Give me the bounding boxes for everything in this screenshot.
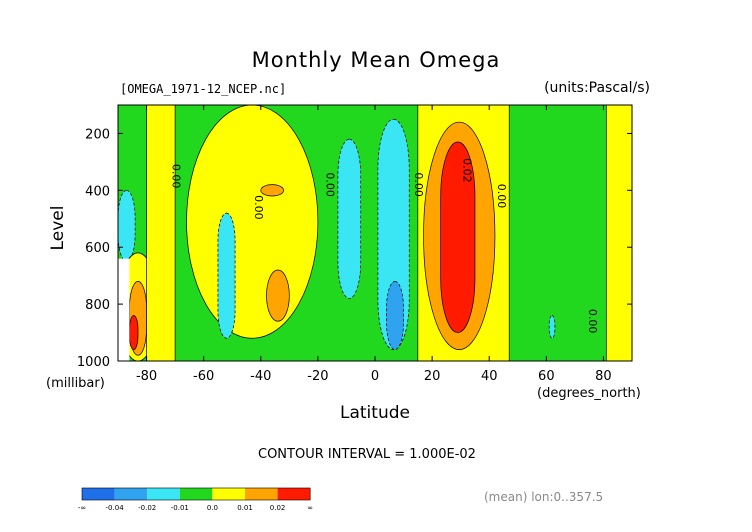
contour-region-8 bbox=[266, 269, 290, 322]
x-tick-label: 20 bbox=[424, 369, 441, 384]
contour-value-label: 0.00 bbox=[412, 172, 425, 197]
contour-region-17 bbox=[548, 315, 556, 339]
contour-region-16 bbox=[605, 104, 633, 362]
contour-region-15 bbox=[440, 141, 476, 333]
x-axis-unit: (degrees_north) bbox=[537, 386, 641, 401]
contour-region-12 bbox=[386, 281, 404, 350]
x-tick-label: 60 bbox=[538, 369, 555, 384]
legend-swatch bbox=[147, 488, 180, 500]
contour-value-label: 0.00 bbox=[586, 309, 599, 334]
missing-data-patch bbox=[118, 258, 130, 361]
legend-label: -0.01 bbox=[171, 504, 189, 512]
contour-value-label: 0.00 bbox=[252, 195, 265, 220]
contour-region-9 bbox=[217, 212, 236, 339]
legend-swatch bbox=[245, 488, 278, 500]
legend-label: 0.02 bbox=[270, 504, 286, 512]
y-axis-unit: (millibar) bbox=[46, 376, 105, 391]
legend-label: -0.04 bbox=[106, 504, 125, 512]
legend-swatch bbox=[114, 488, 148, 500]
contour-region-5 bbox=[146, 104, 176, 362]
x-tick-label: 0 bbox=[371, 369, 379, 384]
x-axis-label: Latitude bbox=[340, 403, 410, 423]
contour-value-label: 0.00 bbox=[323, 172, 336, 197]
contour-region-4 bbox=[129, 315, 139, 350]
legend-label: 0.01 bbox=[237, 504, 253, 512]
contour-value-label: 0.00 bbox=[495, 184, 508, 209]
y-tick-label: 600 bbox=[85, 241, 110, 256]
legend-swatch bbox=[82, 488, 115, 500]
y-tick-label: 1000 bbox=[77, 355, 110, 370]
y-tick-label: 400 bbox=[85, 184, 110, 199]
legend-label: 0.0 bbox=[207, 504, 218, 512]
legend-swatch bbox=[212, 488, 245, 500]
units-label: (units:Pascal/s) bbox=[544, 80, 650, 96]
contour-region-1 bbox=[117, 189, 136, 262]
contour-value-label: 0.02 bbox=[461, 158, 474, 183]
x-tick-label: -40 bbox=[250, 369, 271, 384]
legend-label: -∞ bbox=[78, 504, 86, 512]
x-tick-label: 40 bbox=[481, 369, 498, 384]
x-tick-label: -20 bbox=[307, 369, 328, 384]
x-tick-label: -80 bbox=[136, 369, 157, 384]
contour-interval-label: CONTOUR INTERVAL = 1.000E-02 bbox=[258, 447, 476, 462]
mean-longitude-label: (mean) lon:0..357.5 bbox=[484, 490, 604, 504]
x-tick-label: -60 bbox=[193, 369, 214, 384]
legend-label: -0.02 bbox=[138, 504, 156, 512]
legend-swatch bbox=[277, 488, 311, 500]
y-tick-label: 200 bbox=[85, 127, 110, 142]
contour-region-10 bbox=[337, 138, 362, 299]
legend-frame bbox=[81, 487, 311, 501]
legend-label: ∞ bbox=[307, 504, 313, 512]
legend-swatch bbox=[179, 488, 213, 500]
file-label: [OMEGA_1971-12_NCEP.nc] bbox=[120, 82, 287, 96]
contour-value-label: 0.00 bbox=[169, 164, 182, 189]
x-tick-label: 80 bbox=[595, 369, 612, 384]
contour-region-7 bbox=[260, 184, 284, 197]
y-tick-label: 800 bbox=[85, 298, 110, 313]
chart-title: Monthly Mean Omega bbox=[251, 48, 501, 72]
contour-region-6 bbox=[186, 104, 319, 339]
